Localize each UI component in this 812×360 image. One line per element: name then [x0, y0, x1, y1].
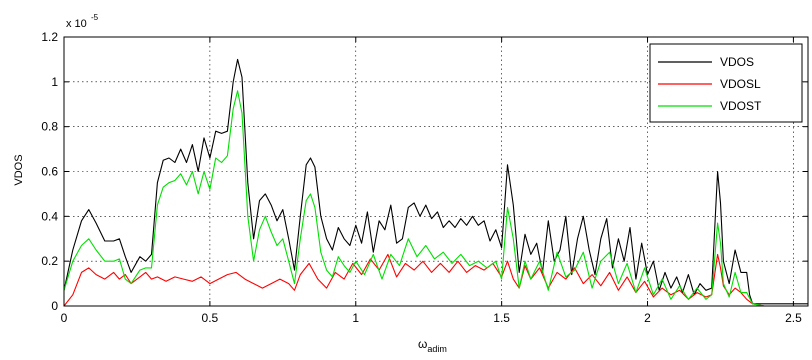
y-tick-label: 1: [51, 75, 58, 89]
x-axis-label-subscript: adim: [427, 344, 447, 354]
x-tick-label: 2: [644, 311, 651, 325]
y-tick-label: 0.8: [41, 120, 58, 134]
axis-ticks: 0 0.5 1 1.5 2 2.5 0 0.2 0.4 0.6 0.8 1 1.2: [41, 30, 808, 325]
y-exponent-base: x 10: [66, 18, 87, 30]
legend-label-vdost: VDOST: [720, 99, 762, 113]
series-line-vdost: [63, 90, 808, 307]
x-tick-label: 0.5: [202, 311, 219, 325]
y-tick-label: 0: [51, 299, 58, 313]
x-tick-label: 1: [352, 311, 359, 325]
legend-box: [649, 43, 803, 123]
x-tick-label: 2.5: [785, 311, 802, 325]
y-exponent-power: -5: [91, 13, 99, 22]
legend-label-vdosl: VDOSL: [720, 77, 761, 91]
y-tick-label: 1.2: [41, 30, 58, 44]
y-tick-label: 0.2: [41, 254, 58, 268]
x-tick-label: 1.5: [493, 311, 510, 325]
legend-label-vdos: VDOS: [720, 55, 754, 69]
x-tick-label: 0: [61, 311, 68, 325]
y-axis-label: VDOS: [13, 154, 25, 185]
series-line-vdosl: [63, 253, 808, 307]
legend: VDOS VDOSL VDOST: [649, 43, 803, 123]
x-axis-label-symbol: ω: [418, 337, 427, 351]
series-lines: [63, 58, 808, 307]
y-tick-label: 0.6: [41, 165, 58, 179]
series-line-vdos: [63, 58, 808, 305]
x-axis-label: ωadim: [418, 337, 447, 354]
y-tick-label: 0.4: [41, 209, 58, 223]
